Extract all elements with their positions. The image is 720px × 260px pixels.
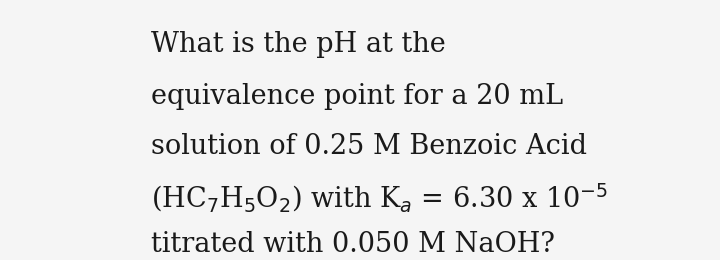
Text: What is the pH at the: What is the pH at the [151,31,446,58]
Text: titrated with 0.050 M NaOH?: titrated with 0.050 M NaOH? [151,231,555,258]
Text: equivalence point for a 20 mL: equivalence point for a 20 mL [151,83,563,110]
Text: (HC$_7$H$_5$O$_2$) with K$_a$ = 6.30 x 10$^{-5}$: (HC$_7$H$_5$O$_2$) with K$_a$ = 6.30 x 1… [151,182,608,214]
Text: solution of 0.25 M Benzoic Acid: solution of 0.25 M Benzoic Acid [151,133,588,160]
